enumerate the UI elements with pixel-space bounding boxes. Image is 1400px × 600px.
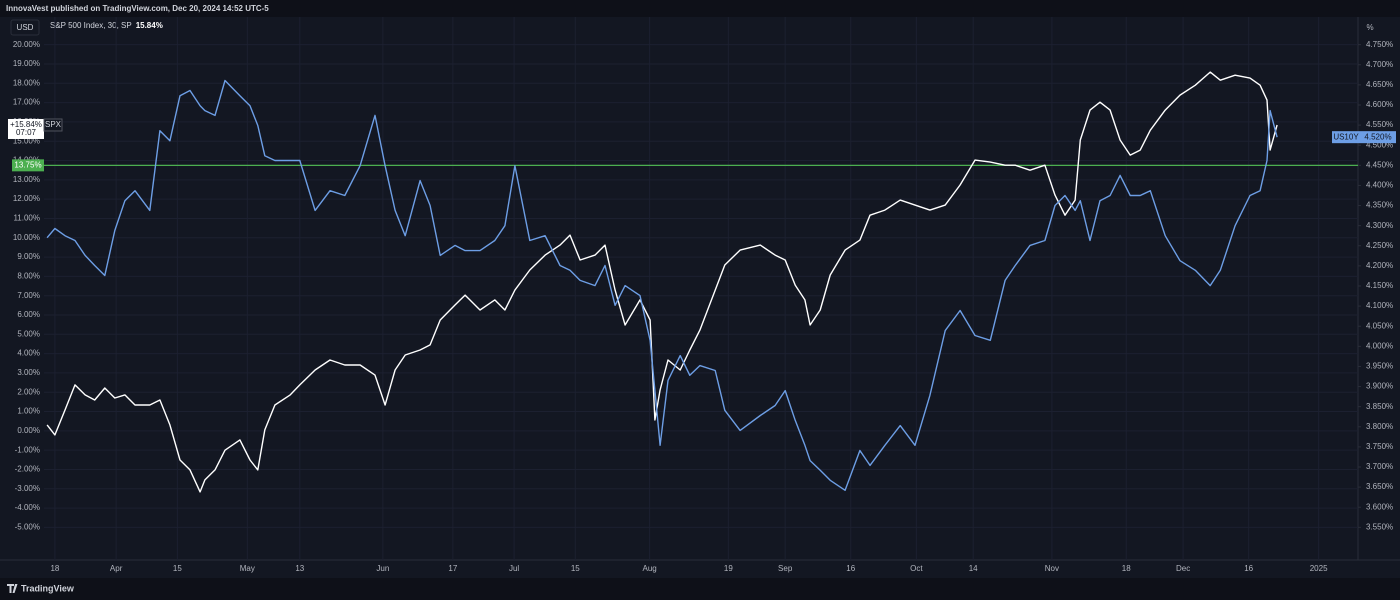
x-tick-label: 2025 bbox=[1310, 564, 1328, 573]
series-name: US10Y bbox=[1333, 132, 1359, 141]
y-tick-label: 2.00% bbox=[17, 387, 40, 396]
y2-tick-label: 3.900% bbox=[1366, 382, 1393, 391]
y2-tick-label: 3.550% bbox=[1366, 522, 1393, 531]
y2-tick-label: 4.000% bbox=[1366, 341, 1393, 350]
y-tick-label: 9.00% bbox=[17, 252, 40, 261]
y-tick-label: -4.00% bbox=[15, 503, 40, 512]
y2-tick-label: 4.750% bbox=[1366, 40, 1393, 49]
x-tick-label: 13 bbox=[295, 564, 304, 573]
y2-tick-label: 4.350% bbox=[1366, 201, 1393, 210]
footer-bar bbox=[0, 578, 1400, 600]
countdown: 07:07 bbox=[16, 128, 37, 137]
y2-tick-label: 4.450% bbox=[1366, 160, 1393, 169]
hline-label: 13.75% bbox=[14, 160, 41, 169]
y-tick-label: 1.00% bbox=[17, 407, 40, 416]
y-tick-label: 15.00% bbox=[13, 136, 40, 145]
y-tick-label: 4.00% bbox=[17, 349, 40, 358]
x-tick-label: 15 bbox=[571, 564, 580, 573]
y2-tick-label: 3.700% bbox=[1366, 462, 1393, 471]
y2-tick-label: 3.750% bbox=[1366, 442, 1393, 451]
y2-tick-label: 3.850% bbox=[1366, 402, 1393, 411]
x-tick-label: 18 bbox=[50, 564, 59, 573]
y2-tick-label: 4.100% bbox=[1366, 301, 1393, 310]
y2-tick-label: 3.650% bbox=[1366, 482, 1393, 491]
y-tick-label: 7.00% bbox=[17, 291, 40, 300]
x-tick-label: 15 bbox=[173, 564, 182, 573]
y2-tick-label: 4.050% bbox=[1366, 321, 1393, 330]
x-tick-label: 16 bbox=[846, 564, 855, 573]
last-label: +15.84% bbox=[10, 120, 42, 129]
y-tick-label: 12.00% bbox=[13, 194, 40, 203]
x-tick-label: Oct bbox=[910, 564, 923, 573]
x-tick-label: Dec bbox=[1176, 564, 1190, 573]
y-tick-label: 11.00% bbox=[13, 214, 40, 223]
y-tick-label: 0.00% bbox=[17, 426, 40, 435]
y-tick-label: -2.00% bbox=[15, 465, 40, 474]
y-tick-label: 20.00% bbox=[13, 40, 40, 49]
legend-value: 15.84% bbox=[136, 21, 163, 30]
series-name: SPX bbox=[45, 120, 62, 129]
y-tick-label: -1.00% bbox=[15, 445, 40, 454]
y-tick-label: 13.00% bbox=[13, 175, 40, 184]
x-tick-label: Nov bbox=[1045, 564, 1059, 573]
logo bbox=[7, 584, 18, 593]
series-line bbox=[46, 79, 1278, 491]
x-tick-label: 17 bbox=[448, 564, 457, 573]
y2-tick-label: 3.600% bbox=[1366, 502, 1393, 511]
footer: TradingView bbox=[21, 583, 75, 593]
x-tick-label: Aug bbox=[643, 564, 657, 573]
x-tick-label: Apr bbox=[110, 564, 123, 573]
last-label-bg bbox=[8, 118, 44, 139]
y2-tick-label: 4.200% bbox=[1366, 261, 1393, 270]
y2-tick-label: 3.800% bbox=[1366, 422, 1393, 431]
y2-tick-label: 4.600% bbox=[1366, 100, 1393, 109]
y-tick-label: 5.00% bbox=[17, 329, 40, 338]
y-tick-label: 18.00% bbox=[13, 78, 40, 87]
last-label-bg bbox=[1360, 131, 1396, 144]
header: InnovaVest published on TradingView.com,… bbox=[6, 4, 269, 13]
x-tick-label: Jun bbox=[376, 564, 389, 573]
y2-tick-label: 4.300% bbox=[1366, 221, 1393, 230]
x-tick-label: May bbox=[240, 564, 255, 573]
y-tick-label: 8.00% bbox=[17, 271, 40, 280]
x-tick-label: 16 bbox=[1244, 564, 1253, 573]
last-label: 4.520% bbox=[1364, 132, 1391, 141]
series-name-bg bbox=[43, 118, 63, 132]
series-name-bg bbox=[1332, 131, 1360, 144]
unit-box[interactable] bbox=[10, 19, 40, 36]
y2-tick-label: 4.400% bbox=[1366, 181, 1393, 190]
y-tick-label: 3.00% bbox=[17, 368, 40, 377]
y-tick-label: -5.00% bbox=[15, 523, 40, 532]
y2-unit: % bbox=[1366, 23, 1373, 32]
x-tick-label: 19 bbox=[724, 564, 733, 573]
y2-tick-label: 4.700% bbox=[1366, 60, 1393, 69]
x-tick-label: Jul bbox=[509, 564, 519, 573]
y2-tick-label: 4.500% bbox=[1366, 140, 1393, 149]
y2-tick-label: 4.250% bbox=[1366, 241, 1393, 250]
y-tick-label: 10.00% bbox=[13, 233, 40, 242]
y-tick-label: 6.00% bbox=[17, 310, 40, 319]
top-bar bbox=[0, 0, 1400, 17]
y2-tick-label: 4.550% bbox=[1366, 120, 1393, 129]
legend-title: S&P 500 Index, 30, SP bbox=[50, 21, 132, 30]
y-tick-label: -3.00% bbox=[15, 484, 40, 493]
y-unit: USD bbox=[17, 23, 34, 32]
x-tick-label: 18 bbox=[1122, 564, 1131, 573]
y-tick-label: 19.00% bbox=[13, 59, 40, 68]
x-tick-label: Sep bbox=[778, 564, 793, 573]
hline-label-bg bbox=[12, 159, 44, 172]
y-tick-label: 17.00% bbox=[13, 98, 40, 107]
y2-tick-label: 3.950% bbox=[1366, 362, 1393, 371]
x-tick-label: 14 bbox=[969, 564, 978, 573]
y2-tick-label: 4.150% bbox=[1366, 281, 1393, 290]
y2-tick-label: 4.650% bbox=[1366, 80, 1393, 89]
